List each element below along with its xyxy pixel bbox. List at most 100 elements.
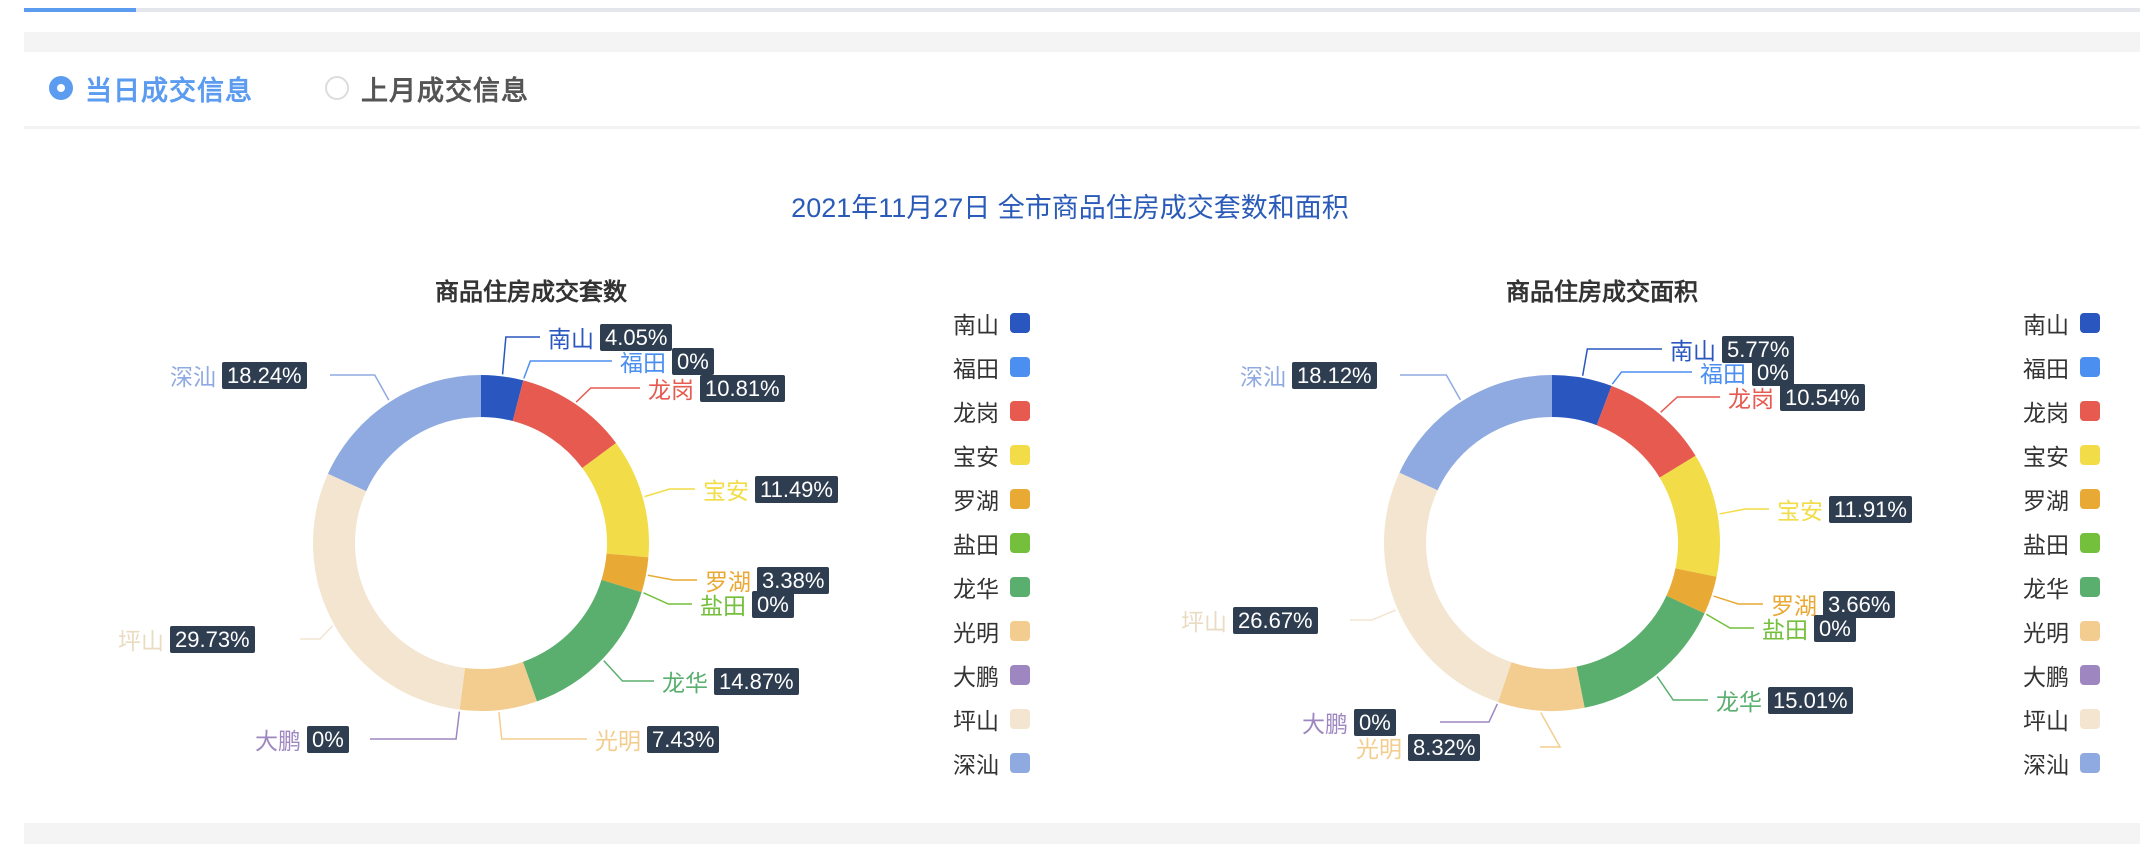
slice-label-value: 18.24% <box>222 361 307 389</box>
slice-光明[interactable] <box>1497 662 1585 711</box>
section-separator-bottom <box>24 823 2140 844</box>
legend-item-坪山[interactable]: 坪山 <box>953 697 1030 741</box>
legend-swatch-icon <box>1010 313 1030 333</box>
slice-label-value: 7.43% <box>647 725 720 753</box>
slice-label-value: 11.49% <box>755 475 838 503</box>
legend-label: 宝安 <box>2023 445 2069 471</box>
legend-swatch-icon <box>2080 533 2100 553</box>
legend-label: 坪山 <box>2023 709 2069 735</box>
slice-宝安[interactable] <box>1659 455 1720 577</box>
radio-selected-icon[interactable] <box>49 76 73 100</box>
slice-label: 罗湖 3.38% <box>705 563 830 597</box>
slice-label-value: 0% <box>672 347 714 375</box>
slice-label-name: 龙华 <box>1716 689 1762 715</box>
radio-last-month[interactable]: 上月成交信息 <box>325 70 529 107</box>
slice-label: 南山 5.77% <box>1670 332 1795 366</box>
slice-label: 福田 0% <box>620 344 714 378</box>
legend-item-龙岗[interactable]: 龙岗 <box>2023 389 2100 433</box>
slice-label: 盐田 0% <box>700 587 794 621</box>
legend-label: 罗湖 <box>2023 489 2069 515</box>
slice-南山[interactable] <box>1552 375 1612 426</box>
slice-label-value: 3.66% <box>1823 590 1896 618</box>
legend-item-宝安[interactable]: 宝安 <box>2023 433 2100 477</box>
legend-swatch-icon <box>1010 709 1030 729</box>
radio-today[interactable]: 当日成交信息 <box>49 70 253 107</box>
slice-label-value: 8.32% <box>1408 733 1481 761</box>
slice-label-value: 10.81% <box>700 374 785 402</box>
slice-坪山[interactable] <box>1384 472 1512 703</box>
slice-深汕[interactable] <box>1399 375 1552 491</box>
top-tab-active-indicator <box>24 8 136 12</box>
slice-label-value: 3.38% <box>757 566 830 594</box>
slice-label: 坪山 26.67% <box>1181 603 1318 637</box>
legend-item-大鹏[interactable]: 大鹏 <box>2023 653 2100 697</box>
slice-罗湖[interactable] <box>601 553 649 593</box>
legend-label: 大鹏 <box>953 665 999 691</box>
legend-item-光明[interactable]: 光明 <box>953 609 1030 653</box>
chart-main-title: 2021年11月27日 全市商品住房成交套数和面积 <box>791 193 1349 223</box>
legend-item-龙华[interactable]: 龙华 <box>953 565 1030 609</box>
legend-swatch-icon <box>2080 489 2100 509</box>
legend-item-龙岗[interactable]: 龙岗 <box>953 389 1030 433</box>
slice-label: 大鹏 0% <box>1302 705 1396 739</box>
slice-label: 宝安 11.49% <box>703 472 838 506</box>
legend-item-福田[interactable]: 福田 <box>953 345 1030 389</box>
slice-label-value: 11.91% <box>1829 495 1912 523</box>
slice-龙华[interactable] <box>1576 595 1705 708</box>
legend-label: 福田 <box>2023 357 2069 383</box>
slice-label-name: 福田 <box>1700 361 1746 387</box>
legend-item-盐田[interactable]: 盐田 <box>2023 521 2100 565</box>
donut-units[interactable] <box>313 375 649 711</box>
slice-坪山[interactable] <box>313 473 465 710</box>
slice-label-value: 0% <box>1354 708 1396 736</box>
slice-龙华[interactable] <box>522 579 642 702</box>
slice-label-name: 罗湖 <box>705 569 751 595</box>
slice-label: 龙岗 10.81% <box>648 371 785 405</box>
slice-label-name: 深汕 <box>170 364 216 390</box>
legend-swatch-icon <box>2080 665 2100 685</box>
slice-龙岗[interactable] <box>512 380 617 469</box>
legend-item-深汕[interactable]: 深汕 <box>2023 741 2100 785</box>
slice-label-name: 光明 <box>595 728 641 754</box>
slice-龙岗[interactable] <box>1596 385 1696 478</box>
legend-item-光明[interactable]: 光明 <box>2023 609 2100 653</box>
donut-area[interactable] <box>1384 375 1720 711</box>
legend-item-罗湖[interactable]: 罗湖 <box>2023 477 2100 521</box>
slice-南山[interactable] <box>481 375 524 422</box>
legend-item-龙华[interactable]: 龙华 <box>2023 565 2100 609</box>
legend-swatch-icon <box>2080 401 2100 421</box>
legend-label: 宝安 <box>953 445 999 471</box>
slice-label: 光明 8.32% <box>1356 730 1481 764</box>
legend-item-坪山[interactable]: 坪山 <box>2023 697 2100 741</box>
legend-item-福田[interactable]: 福田 <box>2023 345 2100 389</box>
section-separator-top <box>24 32 2140 52</box>
slice-label-name: 大鹏 <box>255 728 301 754</box>
divider <box>24 126 2140 129</box>
slice-label: 光明 7.43% <box>595 722 720 756</box>
slice-label-name: 盐田 <box>700 593 746 619</box>
radio-unselected-icon[interactable] <box>325 76 349 100</box>
slice-label-name: 光明 <box>1356 736 1402 762</box>
legend-swatch-icon <box>2080 621 2100 641</box>
slice-label: 龙华 14.87% <box>662 664 799 698</box>
legend-item-宝安[interactable]: 宝安 <box>953 433 1030 477</box>
slice-罗湖[interactable] <box>1666 568 1717 614</box>
legend-item-南山[interactable]: 南山 <box>2023 301 2100 345</box>
slice-光明[interactable] <box>459 661 537 711</box>
slice-宝安[interactable] <box>582 443 649 558</box>
slice-label-value: 5.77% <box>1722 335 1795 363</box>
slice-label-value: 4.05% <box>600 323 673 351</box>
legend-swatch-icon <box>1010 489 1030 509</box>
legend-swatch-icon <box>2080 753 2100 773</box>
legend-item-盐田[interactable]: 盐田 <box>953 521 1030 565</box>
legend-swatch-icon <box>1010 357 1030 377</box>
legend-item-大鹏[interactable]: 大鹏 <box>953 653 1030 697</box>
legend-item-南山[interactable]: 南山 <box>953 301 1030 345</box>
legend-swatch-icon <box>1010 621 1030 641</box>
slice-深汕[interactable] <box>327 375 481 492</box>
slice-label-value: 0% <box>1752 358 1794 386</box>
legend-item-深汕[interactable]: 深汕 <box>953 741 1030 785</box>
legend-item-罗湖[interactable]: 罗湖 <box>953 477 1030 521</box>
slice-label-name: 罗湖 <box>1771 593 1817 619</box>
